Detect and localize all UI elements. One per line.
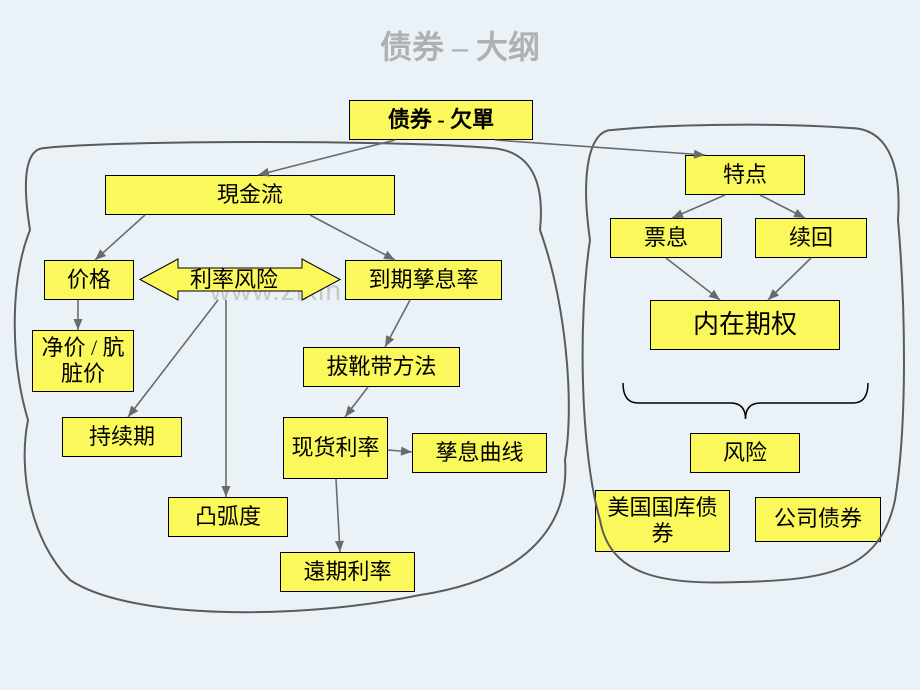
box-root: 债券 - 欠單 [349, 100, 533, 140]
box-coupon: 票息 [610, 218, 722, 258]
box-features: 特点 [685, 155, 805, 195]
box-spot: 现货利率 [283, 417, 388, 479]
slide-root: 债券 – 大纲 www.zixin.com.cn 债券 - 欠單 現金流 特点 … [0, 0, 920, 690]
box-convexity: 凸弧度 [168, 497, 288, 537]
box-ytm: 到期孳息率 [345, 260, 502, 300]
slide-title: 债券 – 大纲 [0, 22, 920, 68]
box-corporate: 公司债券 [755, 497, 881, 542]
box-bootstrap: 拔靴带方法 [303, 347, 460, 387]
box-curve: 孳息曲线 [412, 433, 547, 473]
box-call: 续回 [755, 218, 867, 258]
box-forward: 遠期利率 [280, 552, 415, 592]
box-price: 价格 [44, 260, 134, 300]
box-risk: 风险 [690, 433, 800, 473]
box-embedded: 内在期权 [650, 300, 840, 350]
box-treasury: 美国国库债券 [595, 490, 730, 552]
svg-text:利率风险: 利率风险 [190, 267, 278, 292]
box-duration: 持续期 [62, 417, 182, 457]
box-cashflow: 現金流 [105, 175, 395, 215]
box-clean: 净价 / 肮脏价 [32, 330, 134, 392]
